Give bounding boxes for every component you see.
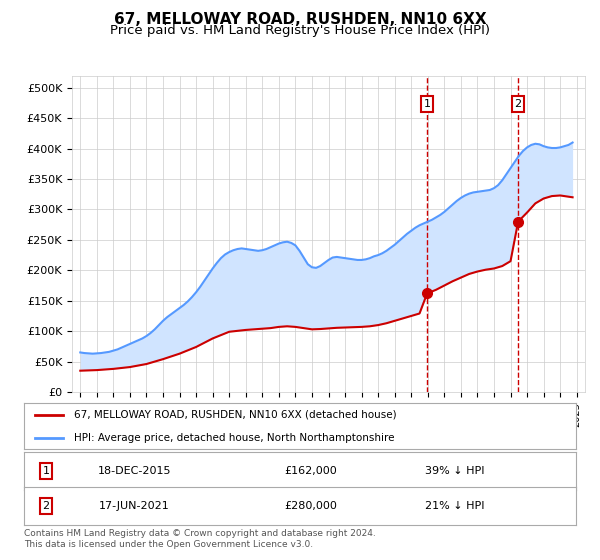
Text: 67, MELLOWAY ROAD, RUSHDEN, NN10 6XX (detached house): 67, MELLOWAY ROAD, RUSHDEN, NN10 6XX (de… <box>74 410 397 419</box>
Text: 2: 2 <box>515 99 522 109</box>
Text: £162,000: £162,000 <box>284 466 337 476</box>
Text: 1: 1 <box>43 466 50 476</box>
Text: 39% ↓ HPI: 39% ↓ HPI <box>425 466 484 476</box>
Text: 1: 1 <box>424 99 431 109</box>
Text: 18-DEC-2015: 18-DEC-2015 <box>98 466 171 476</box>
Text: £280,000: £280,000 <box>284 501 337 511</box>
Text: 2: 2 <box>43 501 50 511</box>
Text: Contains HM Land Registry data © Crown copyright and database right 2024.
This d: Contains HM Land Registry data © Crown c… <box>24 529 376 549</box>
Text: Price paid vs. HM Land Registry's House Price Index (HPI): Price paid vs. HM Land Registry's House … <box>110 24 490 37</box>
Text: 67, MELLOWAY ROAD, RUSHDEN, NN10 6XX: 67, MELLOWAY ROAD, RUSHDEN, NN10 6XX <box>113 12 487 27</box>
Text: 17-JUN-2021: 17-JUN-2021 <box>99 501 170 511</box>
Text: 21% ↓ HPI: 21% ↓ HPI <box>425 501 484 511</box>
Text: HPI: Average price, detached house, North Northamptonshire: HPI: Average price, detached house, Nort… <box>74 433 394 442</box>
